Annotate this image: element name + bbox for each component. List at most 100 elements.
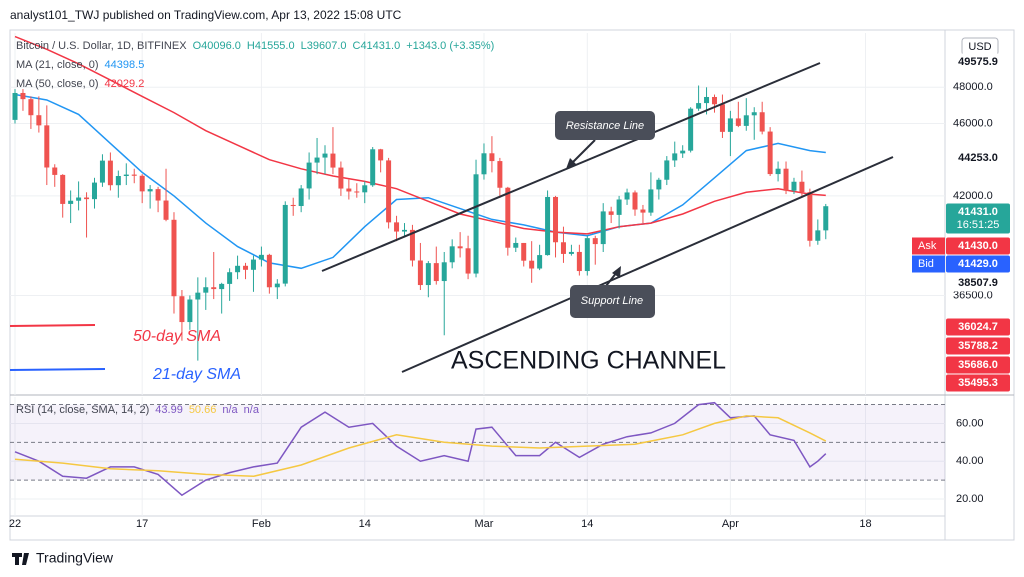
candle-body [338, 167, 344, 189]
price-label: 41431.0 [958, 206, 998, 218]
y-tick-label: 42000.0 [953, 190, 993, 202]
price-label-box [946, 356, 1010, 374]
candle-body [489, 153, 495, 162]
candle-body [473, 174, 479, 274]
candle-body [560, 242, 566, 254]
price-label-name-box [912, 255, 945, 273]
rsi-value: 43.99 [155, 404, 183, 416]
candle-body [791, 181, 797, 191]
rsi-legend: RSI (14, close, SMA, 14, 2) 43.99 50.66 n/a… [16, 404, 260, 416]
legend-open: O40096.0 [193, 40, 241, 52]
candle-body [417, 260, 423, 286]
price-label-name-box [912, 237, 945, 255]
candle-body [203, 287, 209, 293]
candle-body [807, 192, 813, 241]
price-pane [12, 35, 829, 361]
currency[interactable]: USD [968, 41, 991, 53]
candle-body [52, 167, 58, 175]
candle-body [727, 118, 733, 132]
price-label: 49575.9 [958, 56, 998, 68]
price-label-box [946, 149, 1010, 167]
candle-body [743, 115, 749, 126]
candle-body [767, 131, 773, 175]
candle-body [298, 188, 304, 207]
channel-label: ASCENDING CHANNEL [451, 347, 726, 375]
candle-body [123, 174, 129, 177]
header: analyst101_TWJ published on TradingView.… [10, 8, 402, 22]
candle-body [537, 255, 543, 269]
candle-body [28, 99, 34, 116]
candle-body [36, 115, 42, 126]
sma21-stub [9, 368, 106, 371]
candle-body [529, 260, 535, 269]
candle-body [553, 196, 559, 243]
candle-body [576, 251, 582, 272]
rsi-sma-line [14, 415, 827, 478]
candle-body [131, 174, 137, 176]
y-tick-label: 48000.0 [953, 81, 993, 93]
candle-body [274, 283, 280, 288]
watermark: TradingView [36, 550, 114, 566]
candle-body [243, 265, 249, 270]
candle-body [282, 204, 288, 284]
candle-body [775, 168, 781, 175]
candle-body [600, 211, 606, 245]
candle-body [664, 160, 670, 180]
candle-body [290, 204, 296, 207]
price-label-box [946, 337, 1010, 355]
candle-body [449, 246, 455, 263]
rsi-sma-value: 50.66 [189, 404, 217, 416]
candle-body [314, 157, 320, 163]
candle-body [704, 96, 710, 104]
candle-body [147, 189, 153, 192]
rsi-na-1: n/a [222, 404, 238, 416]
watermark-logo: TradingView [12, 550, 114, 566]
candle-body [235, 265, 241, 273]
sma21-label: 21-day SMA [152, 366, 241, 383]
ma-line [14, 35, 826, 235]
candle-body [219, 283, 225, 290]
candle-body [441, 262, 447, 282]
candle-body [266, 254, 272, 288]
candle-body [672, 153, 678, 161]
support-text: Support Line [581, 295, 643, 307]
price-label-box [946, 237, 1010, 255]
legend-low: L39607.0 [301, 40, 347, 52]
resistance-callout [555, 111, 655, 140]
price-label-box [946, 53, 1010, 71]
rsi-name: RSI (14, close, SMA, 14, 2) [16, 404, 149, 416]
sma50-stub [9, 324, 96, 327]
candle-body [481, 153, 487, 175]
candle-body [751, 112, 757, 116]
candle-body [12, 92, 18, 120]
candle-body [179, 296, 185, 323]
price-label: 36024.7 [958, 321, 998, 333]
candle-body [783, 168, 789, 191]
ma-line [14, 93, 826, 270]
price-label-time: 16:51:25 [957, 219, 1000, 231]
candle-body [521, 242, 527, 261]
candle-body [719, 104, 725, 132]
y-tick-label: 36500.0 [953, 289, 993, 301]
candle-body [187, 299, 193, 323]
ma21-name: MA (21, close, 0) [16, 59, 99, 71]
resistance-arrowhead [566, 158, 577, 169]
price-label-box [946, 318, 1010, 336]
candle-body [823, 206, 829, 231]
candle-body [759, 112, 765, 132]
candle-body [346, 188, 352, 192]
candle-body [680, 150, 686, 154]
candle-body [497, 161, 503, 188]
candle-body [258, 254, 264, 260]
price-label: 35686.0 [958, 359, 998, 371]
candle-body [91, 182, 97, 200]
candle-body [322, 153, 328, 158]
price-label: 35788.2 [958, 340, 998, 352]
candle-body [386, 160, 392, 223]
symbol-title: Bitcoin / U.S. Dollar, 1D, BITFINEX [16, 40, 187, 52]
candle-body [616, 199, 622, 215]
candle-body [815, 230, 821, 241]
candle-body [227, 272, 233, 284]
price-labels: 49575.9 44253.0 41431.016:51:25 41430.0 Ask 4… [912, 53, 1010, 392]
